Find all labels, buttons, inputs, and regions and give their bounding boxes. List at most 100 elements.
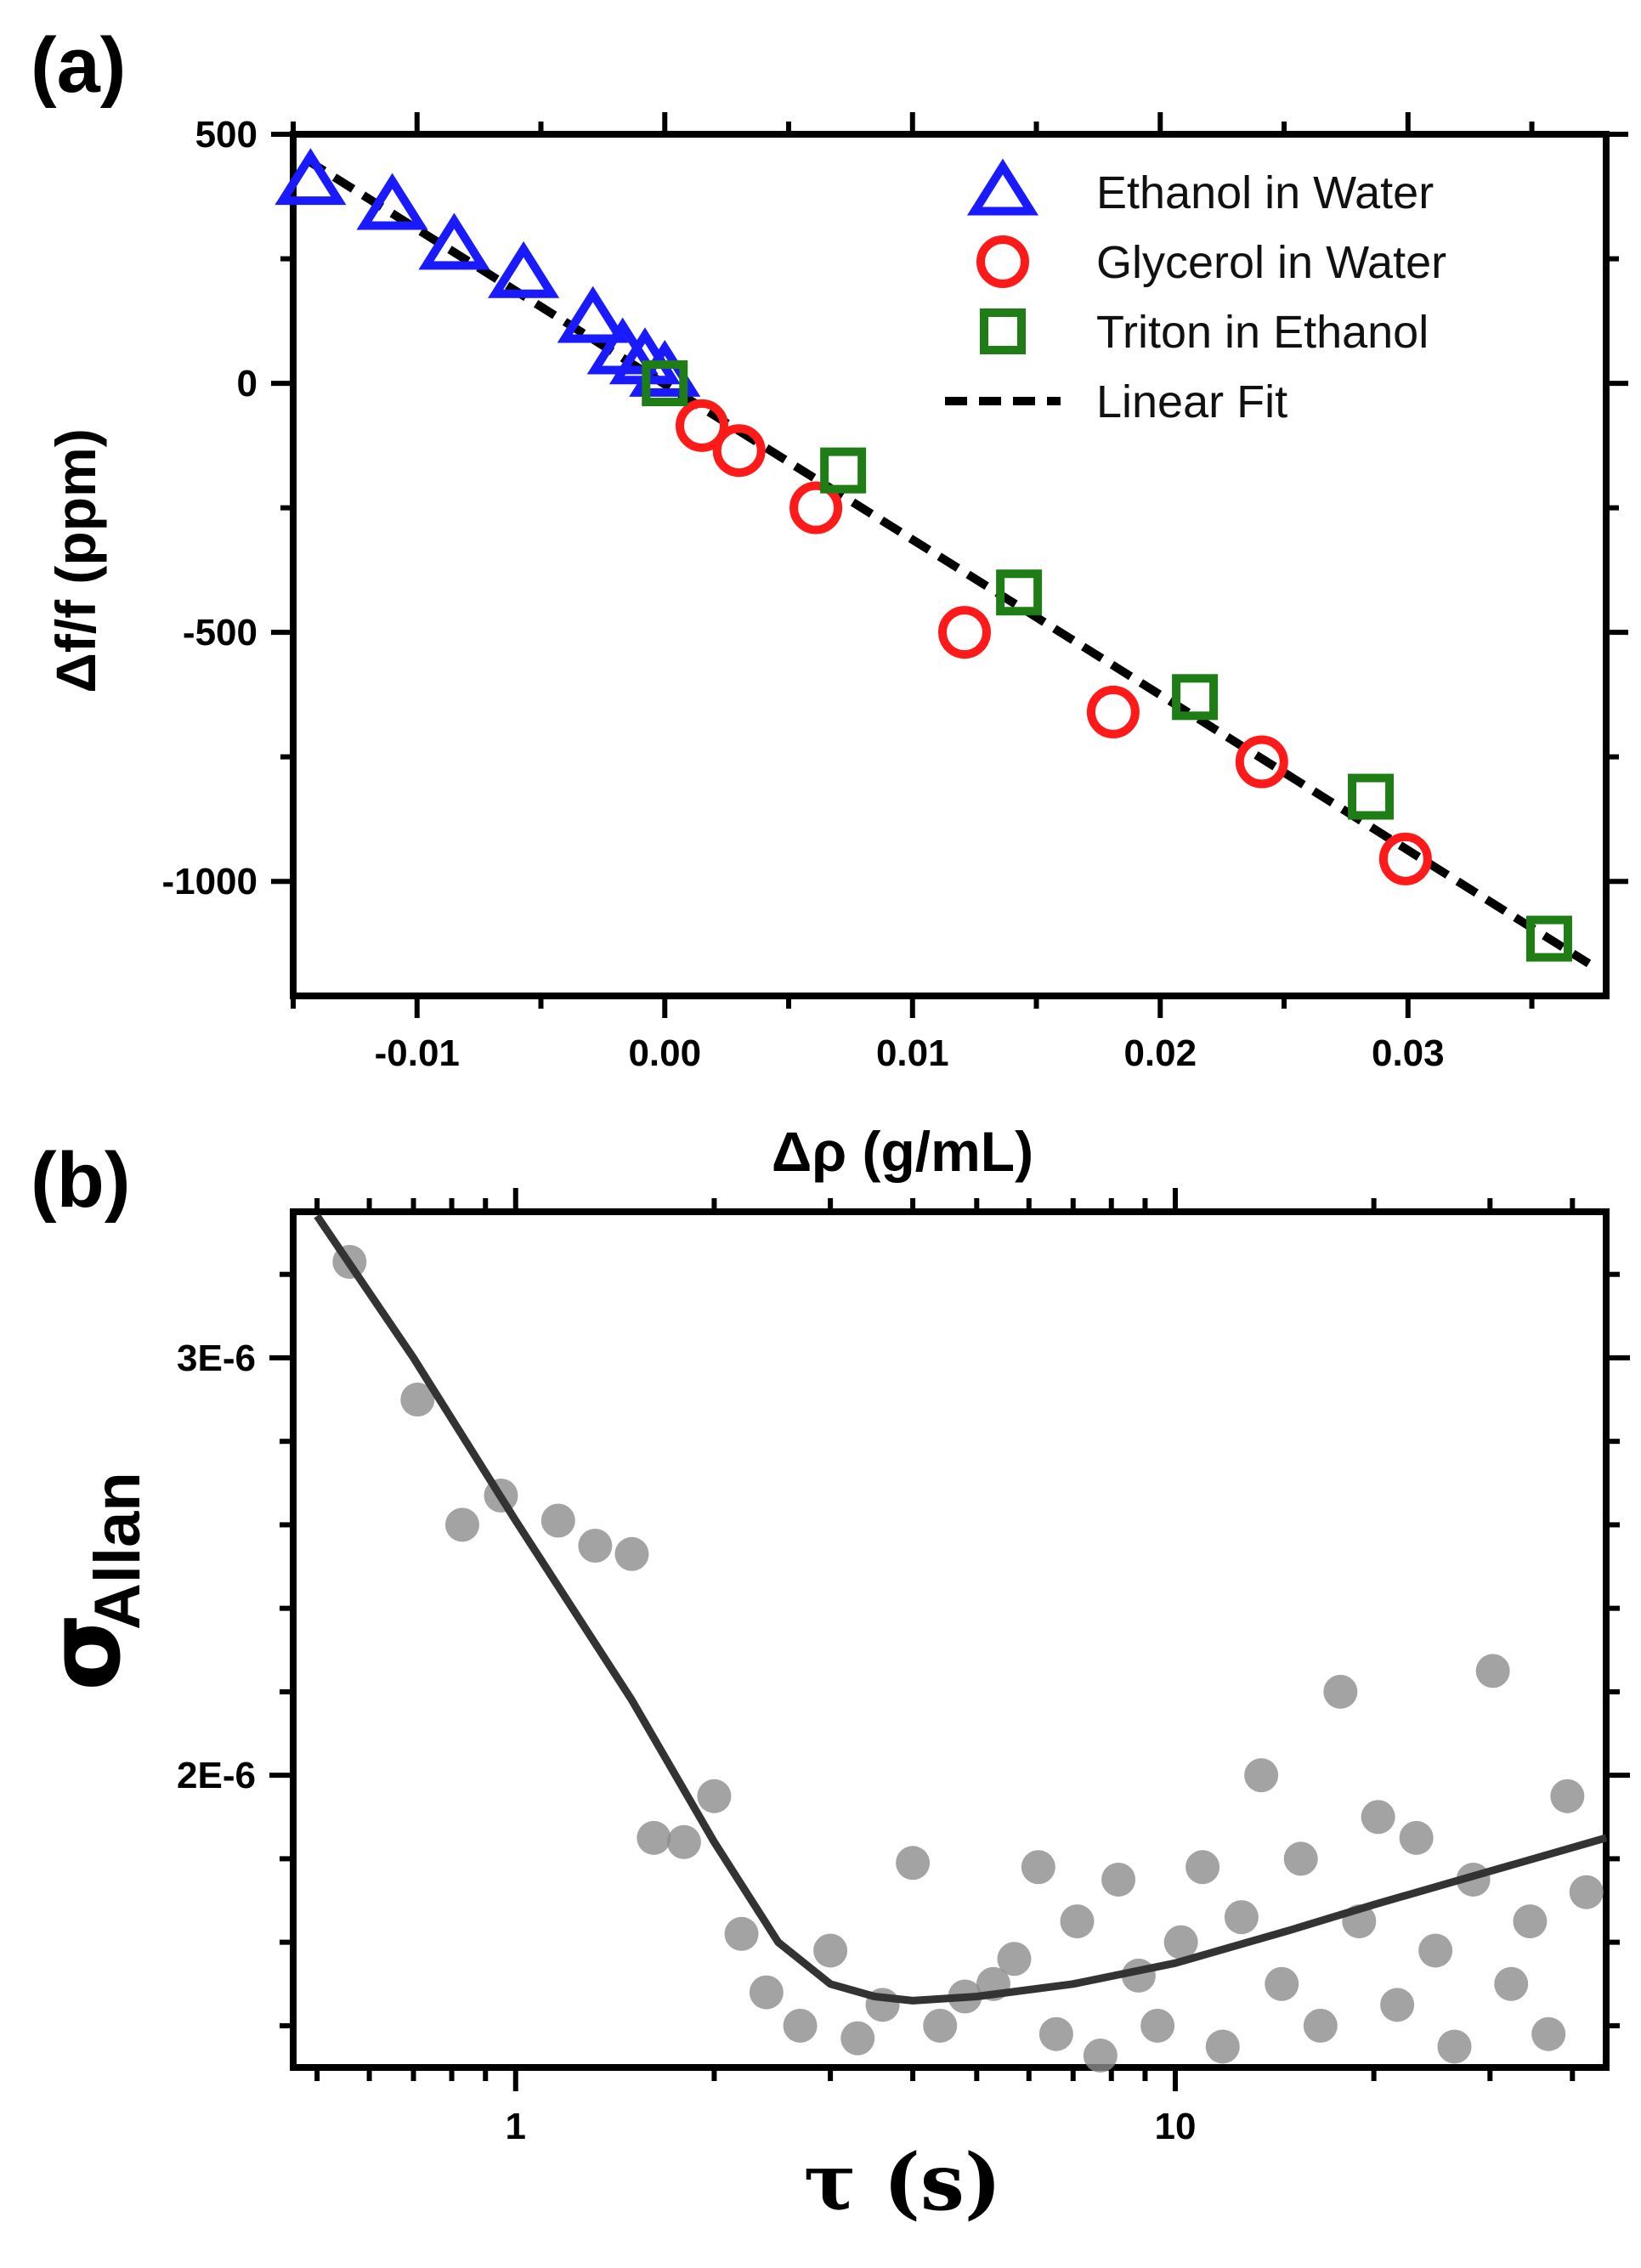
panel-a-legend: Ethanol in Water Glycerol in Water Triton … <box>945 158 1446 427</box>
x-tick-label: 10 <box>1154 2106 1196 2147</box>
allan-point <box>697 1779 732 1813</box>
allan-point <box>1185 1850 1220 1885</box>
panel-b-x-axis-title: τ (s) <box>804 2136 1002 2228</box>
y-tick-label: 3E-6 <box>177 1338 256 1379</box>
square-point <box>996 569 1043 616</box>
allan-point <box>1380 1988 1415 2022</box>
circle-point <box>789 481 843 534</box>
panel-b-points-layer <box>332 1244 1604 2073</box>
triangle-point <box>488 240 560 298</box>
allan-point <box>1323 1674 1358 1709</box>
panel-b-label: (b) <box>31 1137 130 1224</box>
allan-point <box>1399 1820 1434 1855</box>
panel-a-plot-frame <box>290 131 1610 999</box>
circle-point <box>675 399 728 452</box>
legend-entry-label: Triton in Ethanol <box>1096 307 1429 358</box>
allan-point <box>1205 2029 1240 2064</box>
square-point <box>820 447 867 494</box>
allan-point <box>1283 1841 1318 1876</box>
panel-a-ticks <box>271 112 1628 1018</box>
allan-fit-curve <box>314 1213 1608 2005</box>
triangle-point <box>274 148 347 206</box>
x-tick-label: 0.00 <box>628 1032 701 1074</box>
allan-point <box>1140 2008 1175 2043</box>
allan-point <box>1303 2008 1338 2043</box>
panel-b-frame <box>290 1208 1610 2071</box>
panel-a-points-layer <box>274 148 1572 962</box>
allan-point <box>1475 1654 1510 1688</box>
y-tick-label: 500 <box>195 114 257 156</box>
legend-swatch-triangle <box>966 158 1039 216</box>
allan-point <box>578 1528 613 1563</box>
panel-b-y-tick-labels: 3E-6 2E-6 <box>177 1338 256 1796</box>
panel-a-y-axis-title: Δf/f (ppm) <box>44 428 107 693</box>
allan-point <box>1060 1904 1095 1939</box>
legend-entry-label: Linear Fit <box>1096 376 1287 427</box>
allan-point <box>1163 1925 1198 1960</box>
triangle-point <box>557 286 629 343</box>
triangle-point <box>356 173 428 230</box>
circle-point <box>712 424 766 478</box>
panel-a-x-tick-labels: -0.01 0.00 0.01 0.02 0.03 <box>375 1032 1445 1074</box>
y-tick-label: 0 <box>237 363 257 404</box>
sigma-symbol: σ <box>25 1613 143 1691</box>
legend-entry-label: Glycerol in Water <box>1096 237 1446 288</box>
allan-point <box>1494 1966 1529 2001</box>
y-tick-label: 2E-6 <box>177 1755 256 1796</box>
square-point <box>1525 915 1572 962</box>
panel-a-frame <box>290 131 1610 999</box>
allan-point <box>614 1536 649 1571</box>
allan-point <box>997 1942 1032 1977</box>
panel-b-plot-frame <box>290 1208 1610 2071</box>
allan-point <box>1550 1779 1585 1813</box>
circle-point <box>1086 685 1140 738</box>
panel-a-x-axis-title: Δρ (g/mL) <box>772 1120 1033 1183</box>
legend-swatch-square <box>980 308 1026 354</box>
panel-a-y-tick-labels: 500 0 -500 -1000 <box>161 114 257 902</box>
circle-point <box>937 606 991 659</box>
panel-b-y-axis-title: σ Allan <box>25 1472 154 1691</box>
x-tick-label: 0.03 <box>1372 1032 1445 1074</box>
circle-point <box>1378 832 1432 885</box>
x-tick-label: 0.01 <box>876 1032 949 1074</box>
allan-point <box>1244 1758 1279 1793</box>
allan-point <box>540 1503 575 1538</box>
allan-point <box>400 1383 435 1417</box>
allan-point <box>724 1916 759 1951</box>
x-tick-label: 1 <box>506 2106 526 2147</box>
allan-point <box>783 2008 818 2043</box>
panel-a-label: (a) <box>31 22 126 109</box>
sigma-subscript: Allan <box>82 1472 154 1630</box>
square-point <box>642 360 688 407</box>
legend-swatch-circle <box>976 235 1029 288</box>
y-tick-label: -500 <box>183 612 257 653</box>
allan-point <box>444 1507 479 1542</box>
x-tick-label: -0.01 <box>375 1032 460 1074</box>
panel-b: (b) 3E-6 2E-6 1 10 τ (s) σ Allan <box>25 1137 1630 2228</box>
allan-point <box>666 1824 701 1859</box>
allan-point <box>1361 1800 1395 1835</box>
allan-point <box>1569 1875 1604 1909</box>
triangle-point <box>418 212 490 270</box>
allan-point <box>637 1820 671 1855</box>
panel-b-fit-layer <box>314 1213 1608 2005</box>
square-point <box>1172 674 1219 721</box>
allan-point <box>749 1975 784 2010</box>
allan-point <box>1101 1862 1136 1897</box>
square-point <box>1348 773 1395 820</box>
allan-point <box>1437 2029 1472 2064</box>
allan-point <box>1418 1933 1453 1968</box>
circle-point <box>1235 735 1288 789</box>
triangle-point <box>629 339 701 397</box>
legend-entry-label: Ethanol in Water <box>1096 167 1434 218</box>
allan-point <box>1083 2039 1118 2073</box>
allan-point <box>1038 2016 1073 2051</box>
allan-point <box>923 2008 958 2043</box>
panel-b-x-tick-labels: 1 10 <box>506 2106 1197 2147</box>
allan-point <box>1265 1966 1299 2001</box>
allan-point <box>813 1933 848 1968</box>
y-tick-label: -1000 <box>161 861 257 902</box>
allan-point <box>1531 2016 1566 2051</box>
